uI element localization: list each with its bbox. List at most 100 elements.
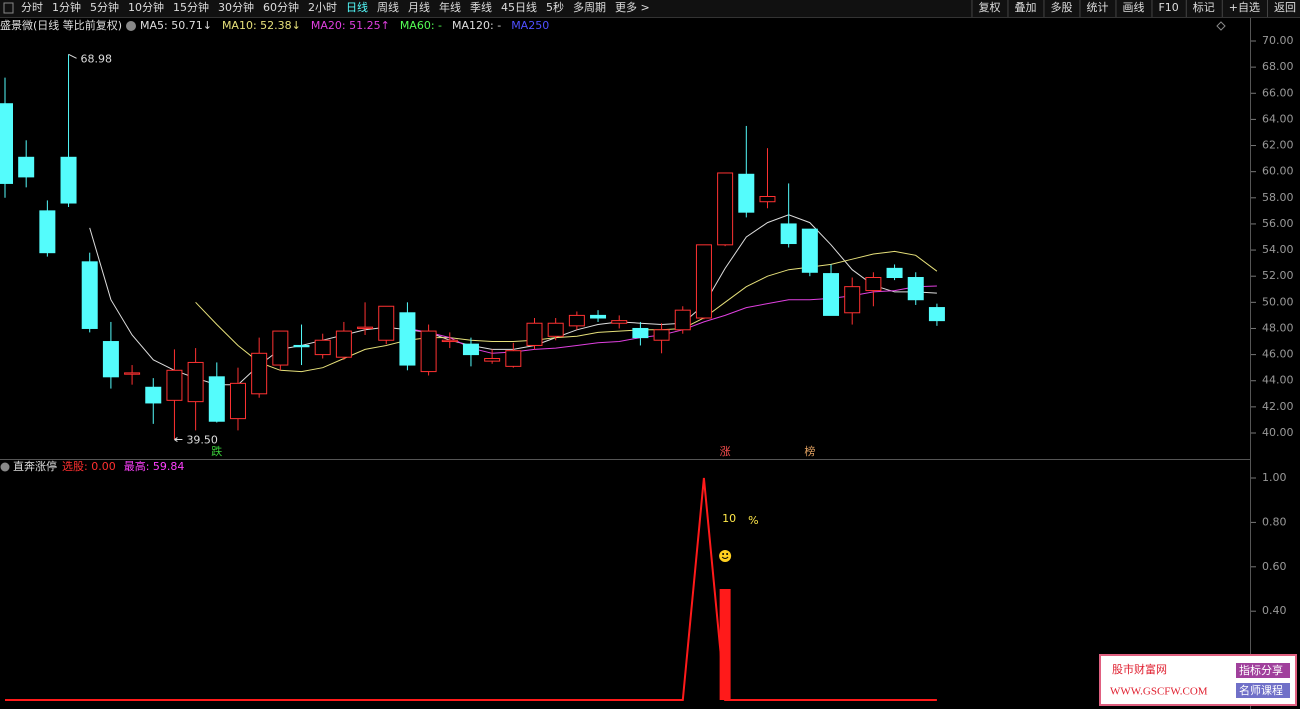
period-tab[interactable]: 月线	[408, 0, 430, 14]
tool-button[interactable]: 标记	[1193, 0, 1215, 14]
period-tab[interactable]: 5分钟	[90, 0, 119, 14]
legend-entry: MA20: 51.25↑	[311, 19, 390, 32]
tool-button[interactable]: 统计	[1086, 1, 1108, 14]
smiley-eye	[722, 553, 725, 555]
candle-body	[823, 273, 840, 316]
low-pointer	[174, 437, 183, 442]
y-tick-label: 48.00	[1262, 321, 1294, 334]
candle-body	[886, 267, 903, 279]
period-tab[interactable]: 季线	[470, 0, 492, 14]
y-tick-label: 44.00	[1262, 374, 1294, 387]
candle-body	[187, 361, 204, 403]
tool-button[interactable]: +自选	[1229, 1, 1260, 14]
y-tick-label: 50.00	[1262, 295, 1294, 308]
candle-body	[568, 314, 585, 327]
candle-body	[39, 210, 56, 254]
indicator-title: 直奔涨停	[13, 459, 57, 473]
high-label: 68.98	[81, 52, 113, 65]
signal-label: 跌	[211, 444, 222, 458]
note-text: %	[748, 514, 758, 527]
tool-button[interactable]: 返回	[1274, 1, 1296, 14]
diamond-icon[interactable]	[1216, 21, 1226, 31]
smiley-icon	[719, 550, 732, 562]
y-tick-label: 62.00	[1262, 139, 1294, 152]
y-tick-label: 42.00	[1262, 400, 1294, 413]
watermark-tag: 指标分享	[1239, 663, 1283, 677]
y-tick-label: 0.60	[1262, 560, 1287, 573]
period-tab[interactable]: 45日线	[501, 0, 537, 14]
candle-body	[314, 339, 331, 356]
signal-label: 涨	[720, 445, 731, 458]
period-tab[interactable]: 1分钟	[52, 0, 81, 14]
tool-button[interactable]: 叠加	[1014, 1, 1036, 14]
candle-body	[441, 339, 458, 343]
candle-body	[293, 344, 310, 348]
tool-button[interactable]: 多股	[1050, 0, 1072, 14]
watermark-tag-bg	[1236, 663, 1290, 678]
candle-body	[526, 322, 543, 346]
candle-body	[102, 341, 119, 378]
candle-body	[844, 286, 861, 314]
period-tab[interactable]: 10分钟	[128, 0, 164, 14]
candle-body	[378, 305, 395, 341]
candle-body	[907, 277, 924, 301]
candle-body	[695, 244, 712, 319]
candle-body	[420, 330, 437, 373]
toolbar-icon[interactable]	[3, 2, 14, 14]
y-tick-label: 46.00	[1262, 348, 1294, 361]
watermark-url: WWW.GSCFW.COM	[1110, 686, 1208, 698]
smiley-eye	[726, 553, 729, 555]
tool-button[interactable]: 画线	[1122, 0, 1144, 14]
indicator-icon[interactable]	[0, 462, 10, 472]
watermark-tag: 名师课程	[1239, 683, 1283, 697]
period-tab[interactable]: 60分钟	[263, 0, 299, 14]
y-tick-label: 40.00	[1262, 426, 1294, 439]
tool-button[interactable]: F10	[1158, 1, 1178, 14]
candle-body	[208, 376, 225, 422]
indicator-stat: 选股: 0.00	[62, 460, 116, 473]
candle-body	[928, 307, 945, 322]
period-tab[interactable]: 日线	[346, 0, 368, 14]
period-tab[interactable]: 多周期	[573, 0, 606, 14]
y-tick-label: 68.00	[1262, 60, 1294, 73]
period-tab[interactable]: 5秒	[546, 0, 564, 14]
legend-entry: MA10: 52.38↓	[222, 19, 301, 32]
y-tick-label: 70.00	[1262, 34, 1294, 47]
legend-entry: MA120: -	[452, 19, 501, 32]
tool-button[interactable]: 复权	[978, 0, 1000, 14]
low-label: 39.50	[186, 434, 218, 447]
y-tick-label: 54.00	[1262, 243, 1294, 256]
y-tick-label: 52.00	[1262, 269, 1294, 282]
candle-body	[484, 358, 501, 362]
period-tab[interactable]: 周线	[377, 0, 399, 14]
period-tab[interactable]: 15分钟	[173, 0, 209, 14]
watermark-name: 股市财富网	[1112, 662, 1167, 676]
y-tick-label: 1.00	[1262, 471, 1287, 484]
legend-entry: MA5: 50.71↓	[140, 19, 212, 32]
candle-body	[124, 372, 141, 375]
candle-body	[18, 156, 35, 178]
smiley-mouth	[721, 556, 729, 559]
candle-body	[674, 309, 691, 331]
stock-title: 盛景微(日线 等比前复权)	[0, 18, 122, 32]
settings-icon[interactable]	[126, 21, 136, 31]
period-tab[interactable]: 年线	[439, 0, 461, 14]
candle-body	[166, 369, 183, 401]
signal-bar	[719, 589, 731, 700]
period-tab[interactable]: 30分钟	[218, 0, 254, 14]
period-tab[interactable]: 分时	[21, 1, 43, 14]
candle-body	[717, 172, 734, 246]
legend-entry: MA250	[511, 19, 549, 32]
y-tick-label: 60.00	[1262, 165, 1294, 178]
candle-body	[399, 312, 416, 366]
candle-body	[462, 343, 479, 356]
period-tab[interactable]: 更多 >	[615, 0, 650, 14]
y-tick-label: 56.00	[1262, 217, 1294, 230]
candle-body	[60, 156, 77, 204]
y-tick-label: 0.80	[1262, 515, 1287, 528]
candle-body	[272, 330, 289, 366]
candle-body	[81, 261, 98, 329]
period-tab[interactable]: 2小时	[308, 1, 337, 14]
